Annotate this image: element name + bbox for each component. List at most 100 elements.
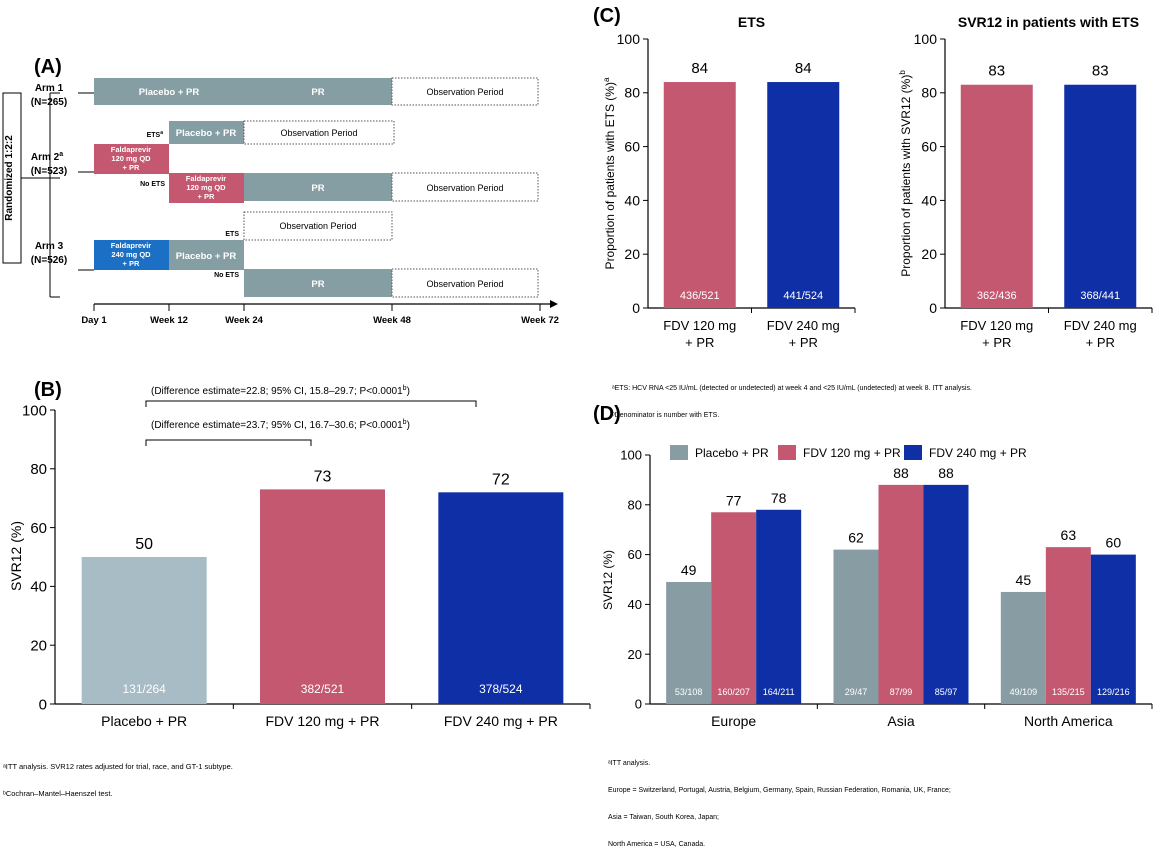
arm2-noets-pr-box [244, 173, 392, 201]
chart-d-bar [923, 484, 969, 704]
chart-c1-y-tick-label: 40 [624, 192, 640, 208]
chart-c2-bar [1064, 84, 1137, 308]
arm2-ets-tag: ETSa [147, 130, 164, 139]
chart-b-y-tick-label: 80 [30, 461, 47, 478]
chart-c2-count-label: 368/441 [1080, 290, 1120, 302]
arm2-fdv-label: Faldaprevir 120 mg QD + PR [111, 145, 152, 172]
arm2-noets-fdv-label: Faldaprevir 120 mg QD + PR [186, 174, 227, 201]
chart-b-y-tick-label: 20 [30, 637, 47, 654]
bracket-2: (Difference estimate=23.7; 95% CI, 16.7–… [145, 419, 410, 446]
chart-d-bar [711, 512, 757, 704]
chart-c2-count-label: 362/436 [977, 290, 1017, 302]
chart-b-bar [438, 492, 564, 704]
chart-c2-ylabel: Proportion of patients with SVR12 (%)b [898, 70, 913, 277]
chart-b-y-tick-label: 0 [39, 696, 47, 713]
timeline-week72: Week 72 [521, 315, 559, 326]
footnote-b-2: ᵇCochran–Mantel–Haenszel test. [3, 789, 113, 798]
chart-d-category-label: Europe [711, 713, 756, 729]
chart-b-y-tick-label: 60 [30, 520, 47, 537]
chart-c2-category-label-2: + PR [1086, 335, 1115, 350]
arm2-noets-fdv-box [169, 173, 244, 203]
arm3-fdv-box [94, 240, 169, 270]
timeline-week48: Week 48 [373, 315, 411, 326]
chart-b-category-label: FDV 240 mg + PR [444, 713, 558, 729]
footnote-c-2: ᵇDenominator is number with ETS. [612, 412, 720, 419]
chart-d-y-tick-label: 20 [628, 647, 642, 662]
arm3-noets-obs-box [391, 268, 539, 298]
chart-c2-y-tick-label: 20 [921, 246, 937, 262]
chart-d-bar [1045, 547, 1091, 704]
chart-d-value-label: 62 [848, 530, 864, 546]
chart-d-legend-swatch [904, 445, 922, 460]
chart-d-value-label: 63 [1061, 527, 1077, 543]
arm2-n: (N=523) [31, 166, 67, 177]
chart-c2-category-label-2: + PR [982, 335, 1011, 350]
chart-d-legend-swatch [778, 445, 796, 460]
chart-c2-y-tick-label: 100 [914, 31, 938, 47]
chart-d-value-label: 45 [1016, 572, 1032, 588]
arm1-obs-label: Observation Period [426, 87, 503, 97]
chart-d-count-label: 49/109 [1010, 687, 1038, 697]
arm1-placebo-box [94, 78, 244, 105]
chart-d-count-label: 135/215 [1052, 687, 1085, 697]
chart-d-y-tick-label: 60 [628, 547, 642, 562]
chart-c1-bar [663, 82, 736, 308]
panel-c-footnotes: ᵃETS: HCV RNA <25 IU/mL (detected or und… [612, 366, 972, 429]
chart-b-value-label: 73 [314, 468, 332, 485]
chart-b-bar [81, 557, 207, 704]
panel-d: (D) SVR12 (%) 0 20 40 60 80 100 Europe 49 53/108… [593, 403, 1153, 729]
footnote-d-4: North America = USA, Canada. [608, 841, 706, 848]
arm2-ets-obs-box [243, 120, 395, 145]
chart-d-count-label: 129/216 [1097, 687, 1130, 697]
chart-d-legend-label: FDV 240 mg + PR [929, 446, 1027, 460]
chart-d-legend-swatch [670, 445, 688, 460]
chart-b-value-label: 50 [135, 536, 153, 553]
footnote-d-3: Asia = Taiwan, South Korea, Japan; [608, 814, 719, 821]
arm2-fdv-box [94, 144, 169, 174]
chart-d-y-tick-label: 40 [628, 597, 642, 612]
chart-d-value-label: 78 [771, 490, 787, 506]
chart-c1-value-label: 84 [795, 60, 812, 77]
chart-d-count-label: 160/207 [717, 687, 750, 697]
timeline-week12: Week 12 [150, 315, 188, 326]
chart-c1-y-tick-label: 80 [624, 85, 640, 101]
chart-d-count-label: 87/99 [890, 687, 913, 697]
chart-b-count-label: 382/521 [301, 682, 345, 696]
chart-d-bar [1090, 554, 1136, 704]
randomization-tree [21, 92, 60, 298]
chart-c2-y-tick-label: 40 [921, 192, 937, 208]
chart-d-count-label: 29/47 [845, 687, 868, 697]
panel-d-footnotes: ᵃITT analysis. Europe = Switzerland, Por… [608, 741, 951, 858]
chart-c2-title: SVR12 in patients with ETS [958, 14, 1139, 30]
arm2-noets-obs-box [391, 172, 539, 202]
chart-c2-category-label: FDV 240 mg [1064, 318, 1137, 333]
figure-canvas: (A) Randomized 1:2:2 Arm 1 (N=265) Arm 2… [2, 5, 1153, 729]
arm2-ets-obs-label: Observation Period [280, 128, 357, 138]
arm3-noets-pr-box [244, 269, 392, 297]
bracket-2-label: (Difference estimate=23.7; 95% CI, 16.7–… [151, 419, 410, 431]
arm2-ets-placebo-box [169, 121, 244, 144]
chart-d-bar [1000, 591, 1046, 704]
chart-c1-title: ETS [738, 14, 765, 30]
arm1-pr-label: PR [311, 87, 324, 98]
chart-c1-y-tick-label: 0 [632, 300, 640, 316]
panel-c-label: (C) [593, 5, 621, 27]
chart-c1-count-label: 441/524 [783, 290, 823, 302]
chart-c1-count-label: 436/521 [680, 290, 720, 302]
timeline-ticks [93, 304, 541, 311]
chart-d-value-label: 60 [1106, 535, 1122, 551]
footnote-d-1: ᵃITT analysis. [608, 760, 651, 767]
arm3-placebo-label: Placebo + PR [176, 251, 237, 262]
chart-d-y-tick-label: 100 [620, 448, 642, 463]
chart-c1-value-label: 84 [691, 60, 708, 77]
arm3-noets-pr-label: PR [311, 279, 324, 290]
arm2-name: Arm 2a [31, 151, 63, 163]
chart-b-y-tick-label: 40 [30, 579, 47, 596]
bracket-1-label: (Difference estimate=22.8; 95% CI, 15.8–… [151, 385, 410, 397]
chart-c1-category-label-2: + PR [789, 335, 818, 350]
chart-c2-category-label: FDV 120 mg [960, 318, 1033, 333]
chart-b-y-tick-label: 100 [22, 402, 47, 419]
chart-d-bar [833, 549, 879, 704]
chart-c1-y-tick-label: 20 [624, 246, 640, 262]
chart-d-y-tick-label: 80 [628, 497, 642, 512]
